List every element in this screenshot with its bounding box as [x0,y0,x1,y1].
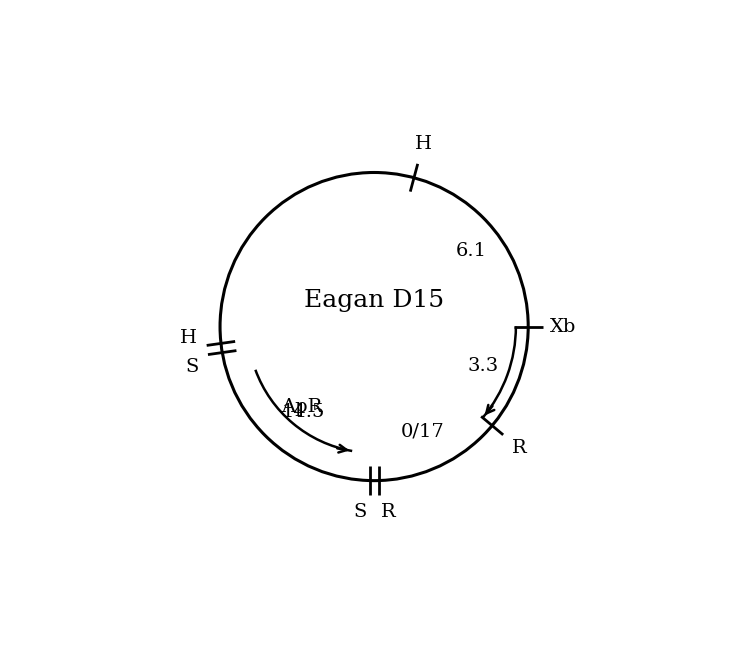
Text: S: S [185,358,199,376]
Text: 14.5: 14.5 [281,403,325,421]
Text: 3.3: 3.3 [467,357,499,375]
Text: R: R [512,439,526,457]
Text: S: S [353,504,366,522]
Text: 6.1: 6.1 [456,241,487,259]
Text: R: R [381,504,396,522]
Text: Eagan D15: Eagan D15 [304,289,444,312]
Text: ApR: ApR [281,398,323,416]
Text: H: H [180,329,196,348]
Text: H: H [415,135,431,153]
Text: Xb: Xb [550,317,576,336]
Text: 0/17: 0/17 [401,422,445,440]
